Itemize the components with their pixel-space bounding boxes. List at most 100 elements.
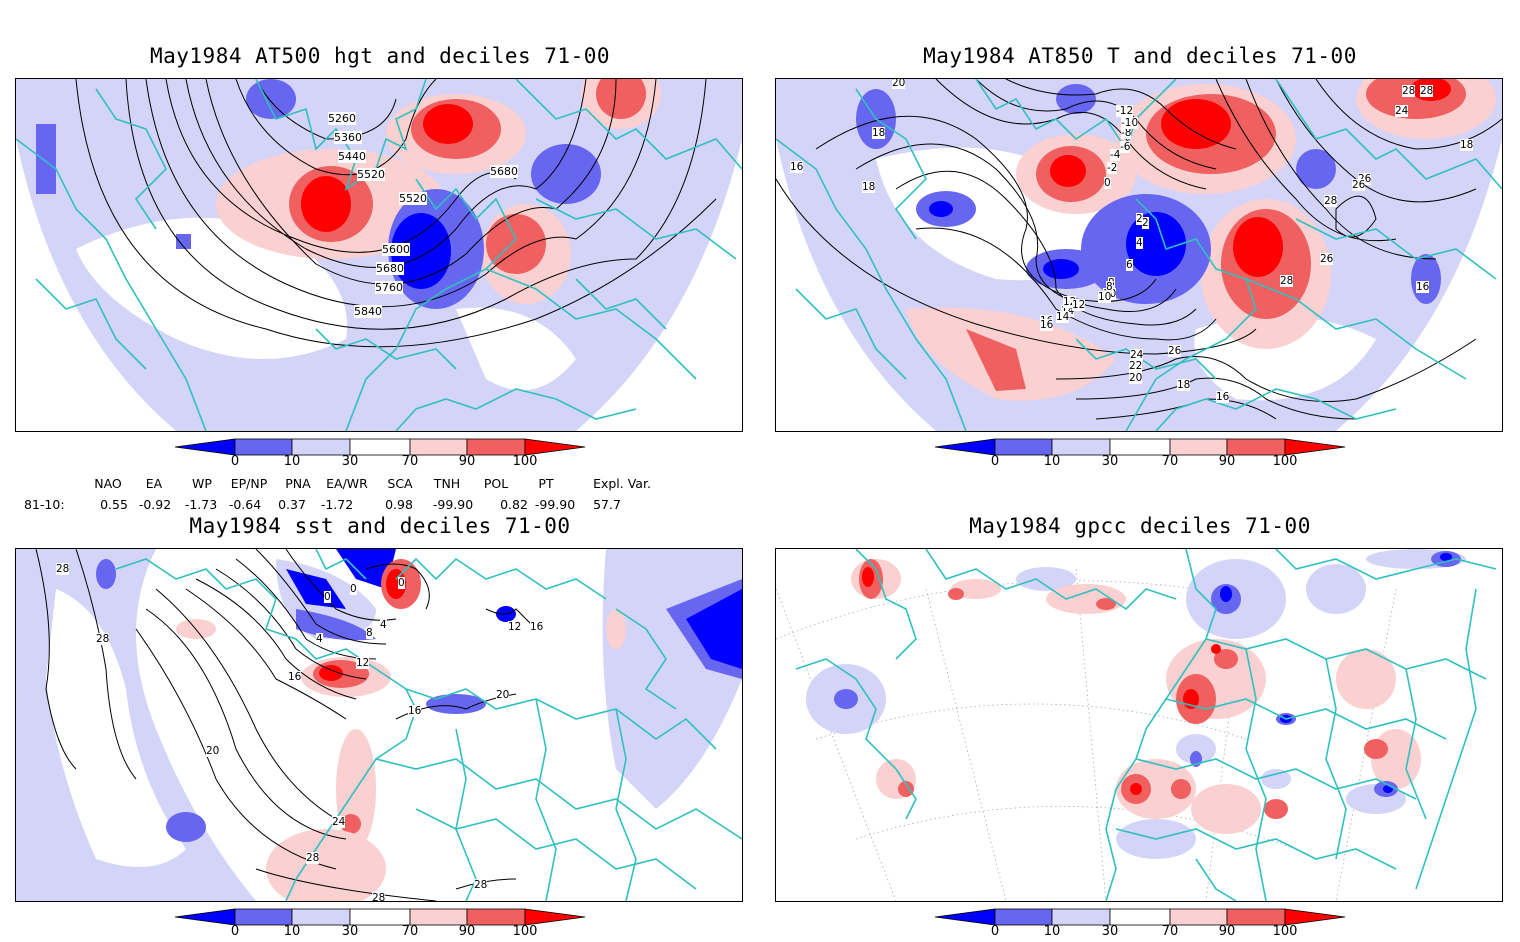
contour-label: -6 [1120, 141, 1131, 153]
colorbar-segment [994, 438, 1053, 456]
colorbar-segment [409, 908, 468, 926]
colorbar-segment [934, 908, 996, 926]
index-value: -99.90 [534, 497, 576, 512]
colorbar-tick-label: 90 [458, 924, 476, 939]
colorbar-segment [994, 908, 1053, 926]
colorbar-tick-label: 70 [1161, 924, 1179, 939]
colorbar-segment [174, 438, 236, 456]
contour-label: 20 [496, 689, 510, 701]
contour-label: 16 [790, 161, 804, 173]
contour-label: 5600 [382, 243, 410, 256]
colorbar-segment [1226, 908, 1286, 926]
colorbar-tick-label: 90 [1218, 924, 1236, 939]
contour-label: 2 [1136, 213, 1143, 225]
colorbar-tick-label: 0 [230, 454, 240, 469]
colorbar-sst: 0 10 30 70 90 100 [174, 908, 595, 942]
index-header: EP/NP [230, 476, 268, 491]
panel-title-hgt: May1984 AT500 hgt and deciles 71-00 [149, 44, 610, 68]
contour-label: 5680 [376, 262, 404, 275]
index-value: 57.7 [593, 497, 621, 512]
index-value: 0.82 [500, 497, 528, 512]
contour-label: 28 [96, 633, 110, 645]
contour-label: 0 [350, 583, 357, 595]
colorbar-segment [934, 438, 996, 456]
contour-label: 0 [324, 591, 331, 603]
colorbar-tick-label: 0 [990, 454, 1000, 469]
colorbar-tick-label: 100 [1272, 454, 1298, 469]
colorbar-t850: 0 10 30 70 90 100 [934, 438, 1355, 472]
colorbar-tick-label: 90 [1218, 454, 1236, 469]
colorbar-segment [1109, 438, 1171, 456]
colorbar-tick-label: 90 [458, 454, 476, 469]
index-value: 0.98 [385, 497, 413, 512]
index-header: EA [145, 476, 163, 491]
contour-label: 5360 [334, 131, 362, 144]
panel-title-sst: May1984 sst and deciles 71-00 [189, 514, 571, 538]
contour-label: 12 [356, 657, 370, 669]
colorbar-tick-label: 100 [1272, 924, 1298, 939]
index-value: -1.72 [320, 497, 354, 512]
contour-label: 8 [1106, 281, 1113, 293]
colorbar-segment [524, 908, 586, 926]
colorbar-tick-label: 70 [1161, 454, 1179, 469]
colorbar-tick-label: 30 [1101, 924, 1119, 939]
map-panel-t850: 20 18 18 16 14 12 10 8 6 4 2 0 -2 -4 -6 … [775, 78, 1503, 432]
colorbar-segment [1109, 908, 1171, 926]
contour-label: 4 [380, 619, 387, 631]
colorbar-tick-label: 30 [341, 454, 359, 469]
colorbar-segment [1169, 908, 1228, 926]
contour-label: 28 [306, 852, 320, 864]
colorbar-tick-label: 0 [990, 924, 1000, 939]
colorbar-segment [1051, 908, 1111, 926]
contour-label: 2 [1142, 217, 1149, 229]
index-value: -99.90 [432, 497, 474, 512]
contour-label: 20 [892, 78, 906, 89]
contour-label: 5840 [354, 305, 382, 318]
contour-label: 0 [398, 577, 405, 589]
contour-label: 18 [872, 127, 886, 139]
contour-label: 5520 [399, 192, 427, 205]
contour-label: 0 [1104, 177, 1111, 189]
contour-label: 12 [508, 621, 522, 633]
colorbar-tick-label: 30 [341, 924, 359, 939]
panel-title-gpcc: May1984 gpcc deciles 71-00 [969, 514, 1311, 538]
colorbar-tick-label: 10 [283, 454, 301, 469]
contour-label: -8 [1121, 127, 1132, 139]
index-header: PT [538, 476, 554, 491]
contour-label: 4 [316, 633, 323, 645]
colorbar-segment [1226, 438, 1286, 456]
index-value: -0.64 [228, 497, 262, 512]
colorbar-hgt: 0 10 30 70 90 100 [174, 438, 595, 472]
colorbar-segment [291, 908, 351, 926]
colorbar-segment [1284, 908, 1346, 926]
contour-label: 28 [372, 892, 386, 902]
contour-label: 4 [1136, 237, 1143, 249]
panel-title-t850: May1984 AT850 T and deciles 71-00 [923, 44, 1357, 68]
colorbar-segment [1284, 438, 1346, 456]
contour-label: 16 [1040, 319, 1054, 331]
contour-label: -10 [1121, 117, 1139, 129]
contour-label: -4 [1110, 149, 1121, 161]
contour-label: 28 [474, 879, 488, 891]
index-value: 0.55 [100, 497, 128, 512]
contour-label: 28 [1402, 85, 1416, 97]
colorbar-segment [349, 908, 411, 926]
colorbar-segment [466, 908, 526, 926]
contour-label: 26 [1320, 253, 1334, 265]
colorbar-segment [524, 438, 586, 456]
contour-label: 5760 [375, 281, 403, 294]
index-header: Expl. Var. [593, 476, 651, 491]
colorbar-tick-label: 30 [1101, 454, 1119, 469]
contour-label: 5520 [357, 168, 385, 181]
colorbar-tick-label: 10 [1043, 924, 1061, 939]
contour-label: 12 [1072, 299, 1086, 311]
index-value: -0.92 [138, 497, 172, 512]
map-panel-hgt: 5260 5360 5440 5520 5520 5600 5680 5680 … [15, 78, 743, 432]
colorbar-tick-label: 70 [401, 924, 419, 939]
index-header: POL [483, 476, 509, 491]
colorbar-segment [1169, 438, 1228, 456]
colorbar-segment [1051, 438, 1111, 456]
index-value: 0.37 [278, 497, 306, 512]
contour-label: -12 [1116, 105, 1134, 117]
contour-label: 20 [206, 745, 220, 757]
